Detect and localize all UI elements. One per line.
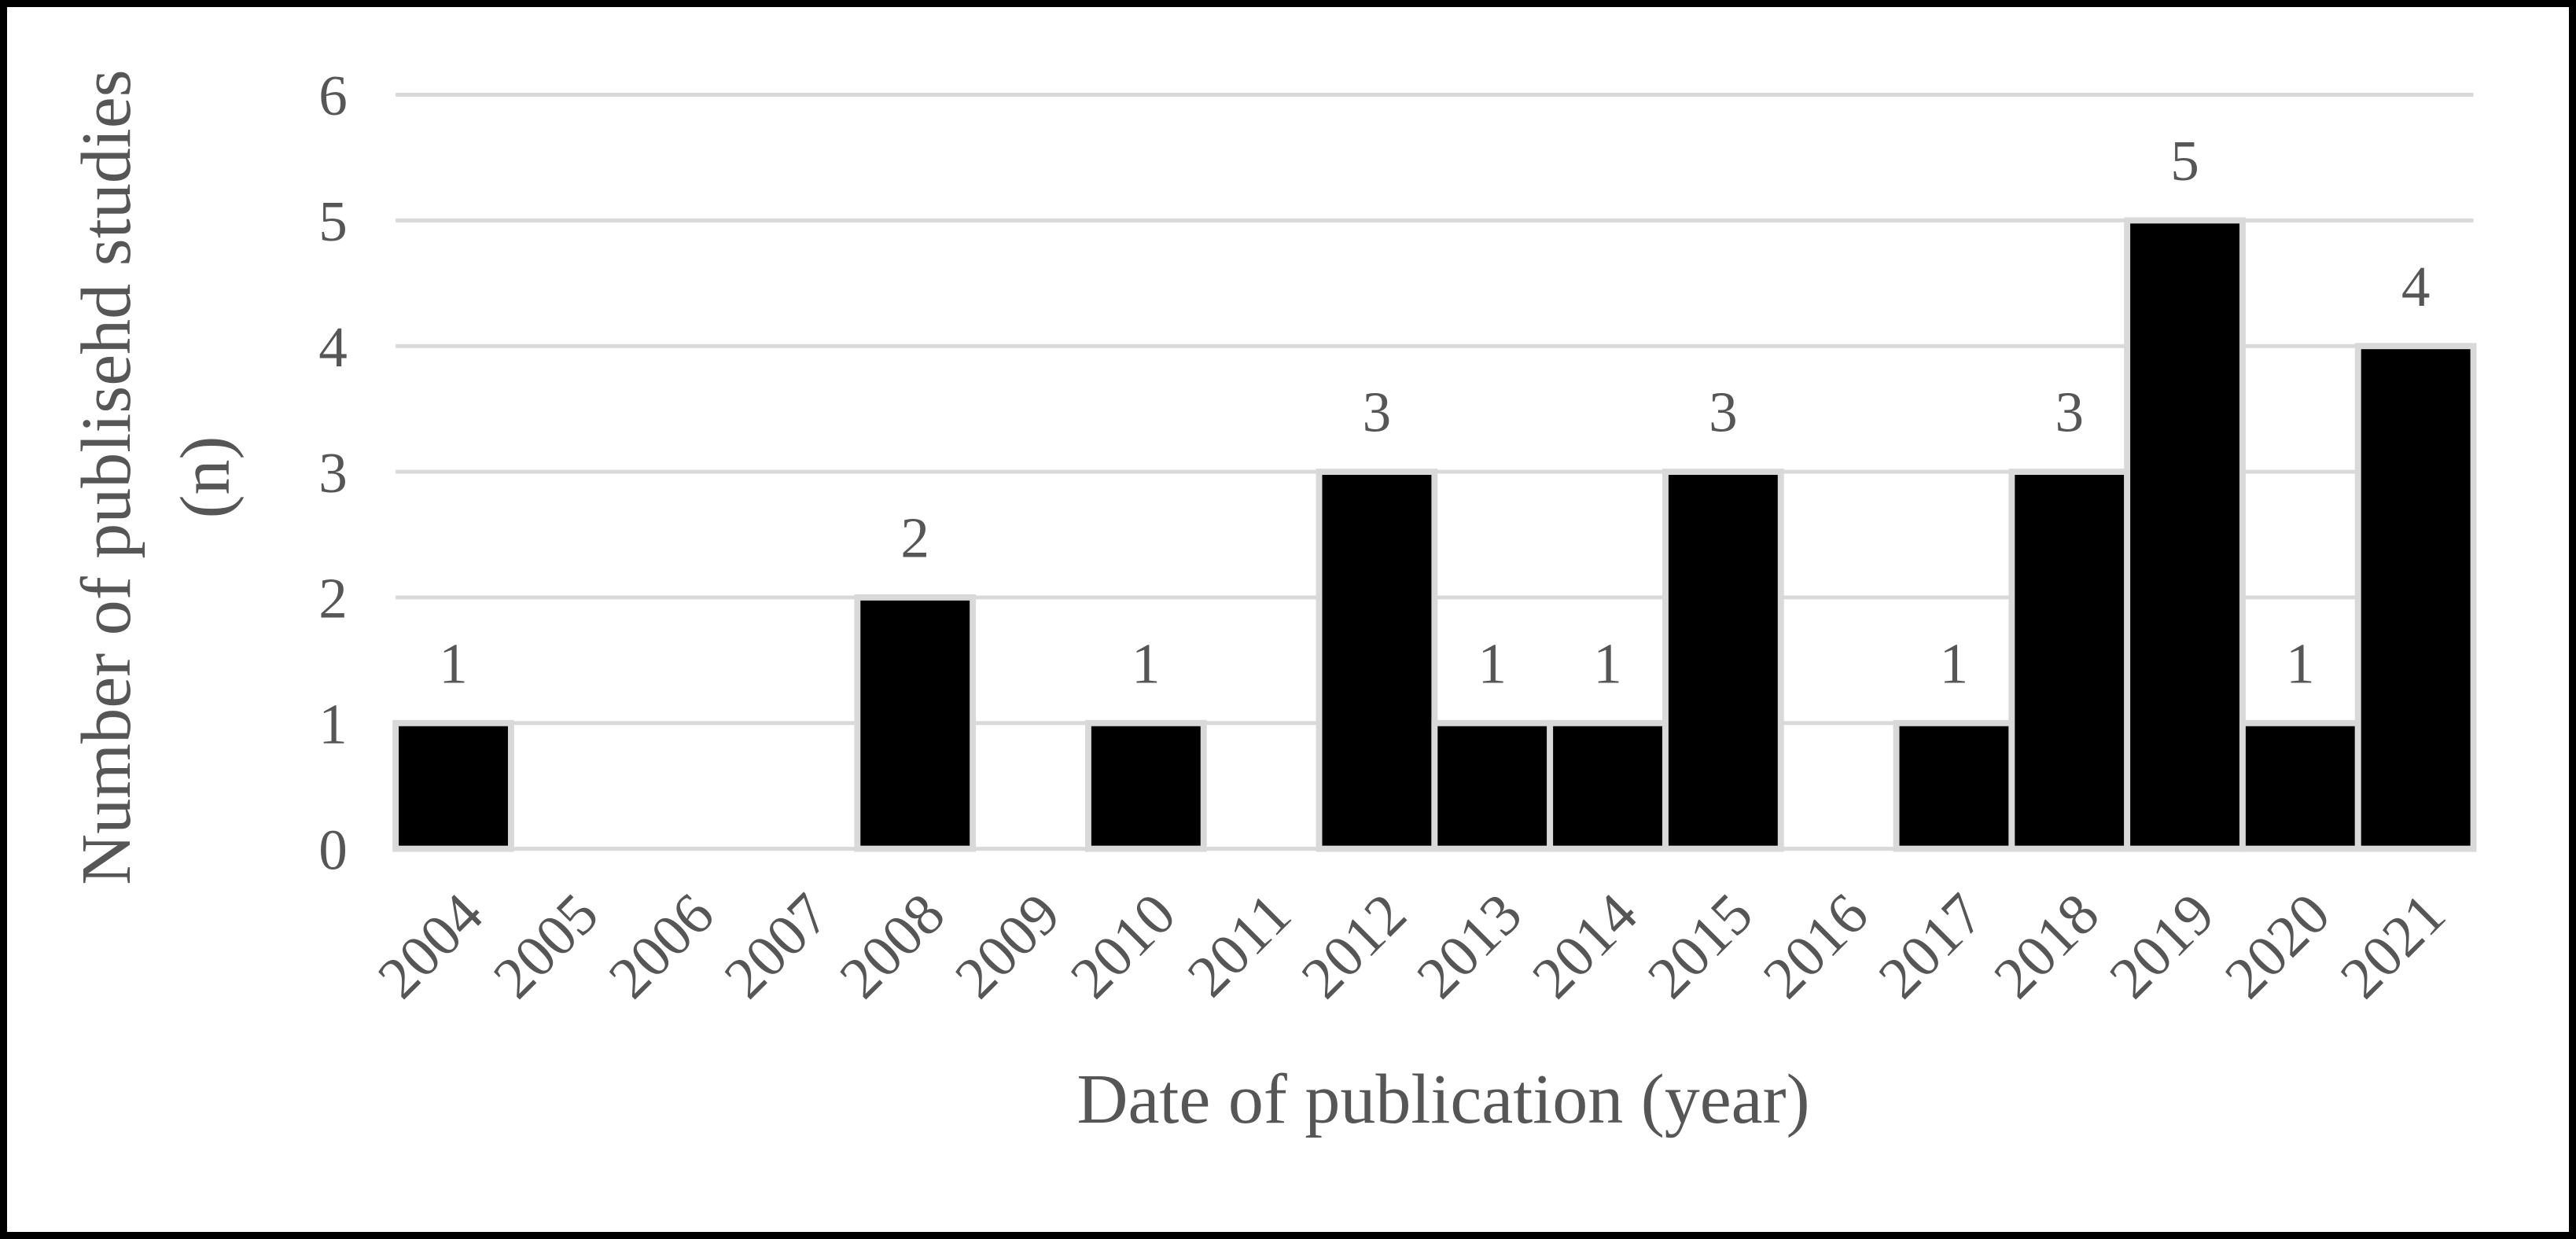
x-tick-label: 2019 [2097, 881, 2227, 1011]
x-tick-label: 2020 [2213, 881, 2342, 1011]
x-tick-label: 2012 [1290, 881, 1419, 1011]
bar-value-label: 1 [1940, 631, 1969, 695]
bar-value-label: 5 [2170, 129, 2199, 193]
y-axis-title-line1: Number of publisehd studies [68, 69, 145, 885]
bar-value-label: 2 [900, 506, 929, 570]
bar-value-label: 3 [1709, 381, 1738, 444]
bar-value-label: 1 [2286, 631, 2315, 695]
bar-value-label: 1 [1132, 631, 1161, 695]
y-axis-title-line2: (n) [167, 436, 245, 519]
bar [854, 594, 977, 852]
x-tick-label: 2004 [366, 881, 495, 1011]
x-tick-label: 2013 [1404, 881, 1534, 1011]
y-tick-label: 5 [318, 189, 348, 253]
x-tick-label: 2014 [1520, 881, 1650, 1011]
y-tick-label: 6 [318, 64, 348, 127]
x-tick-label: 2015 [1636, 881, 1765, 1011]
y-axis-title: Number of publisehd studies (n) [57, 69, 256, 884]
x-tick-label: 2010 [1058, 881, 1188, 1011]
bar [1084, 719, 1207, 852]
x-tick-label: 2011 [1176, 881, 1304, 1009]
bar [2008, 469, 2131, 852]
x-tick-label: 2009 [943, 881, 1073, 1011]
x-axis-title: Date of publication (year) [1076, 1061, 1810, 1138]
x-tick-label: 2006 [597, 881, 727, 1011]
bar [392, 719, 514, 852]
bar-value-label: 1 [1478, 631, 1507, 695]
bar [1547, 719, 1669, 852]
bar [2239, 719, 2361, 852]
y-tick-label: 0 [318, 818, 348, 881]
bar [1316, 469, 1438, 852]
bar-value-label: 3 [1363, 381, 1392, 444]
x-tick-label: 2005 [481, 881, 611, 1011]
bar [2124, 217, 2246, 852]
bar-value-label: 4 [2401, 255, 2431, 318]
x-tick-label: 2008 [827, 881, 957, 1011]
bar [1662, 469, 1784, 852]
bar-value-label: 3 [2055, 381, 2084, 444]
x-tick-label: 2018 [1982, 881, 2111, 1011]
bar [1893, 719, 2015, 852]
bar [1431, 719, 1554, 852]
bar-value-label: 1 [439, 631, 468, 695]
y-tick-label: 4 [318, 315, 348, 379]
x-tick-label: 2021 [2328, 881, 2458, 1011]
y-tick-label: 1 [318, 692, 348, 756]
x-tick-label: 2017 [1867, 881, 1996, 1011]
x-tick-label: 2007 [712, 881, 842, 1011]
y-tick-label: 3 [318, 441, 348, 505]
bar [2354, 343, 2477, 852]
x-tick-label: 2016 [1751, 881, 1881, 1011]
bar-value-label: 1 [1593, 631, 1622, 695]
y-tick-label: 2 [318, 567, 348, 631]
